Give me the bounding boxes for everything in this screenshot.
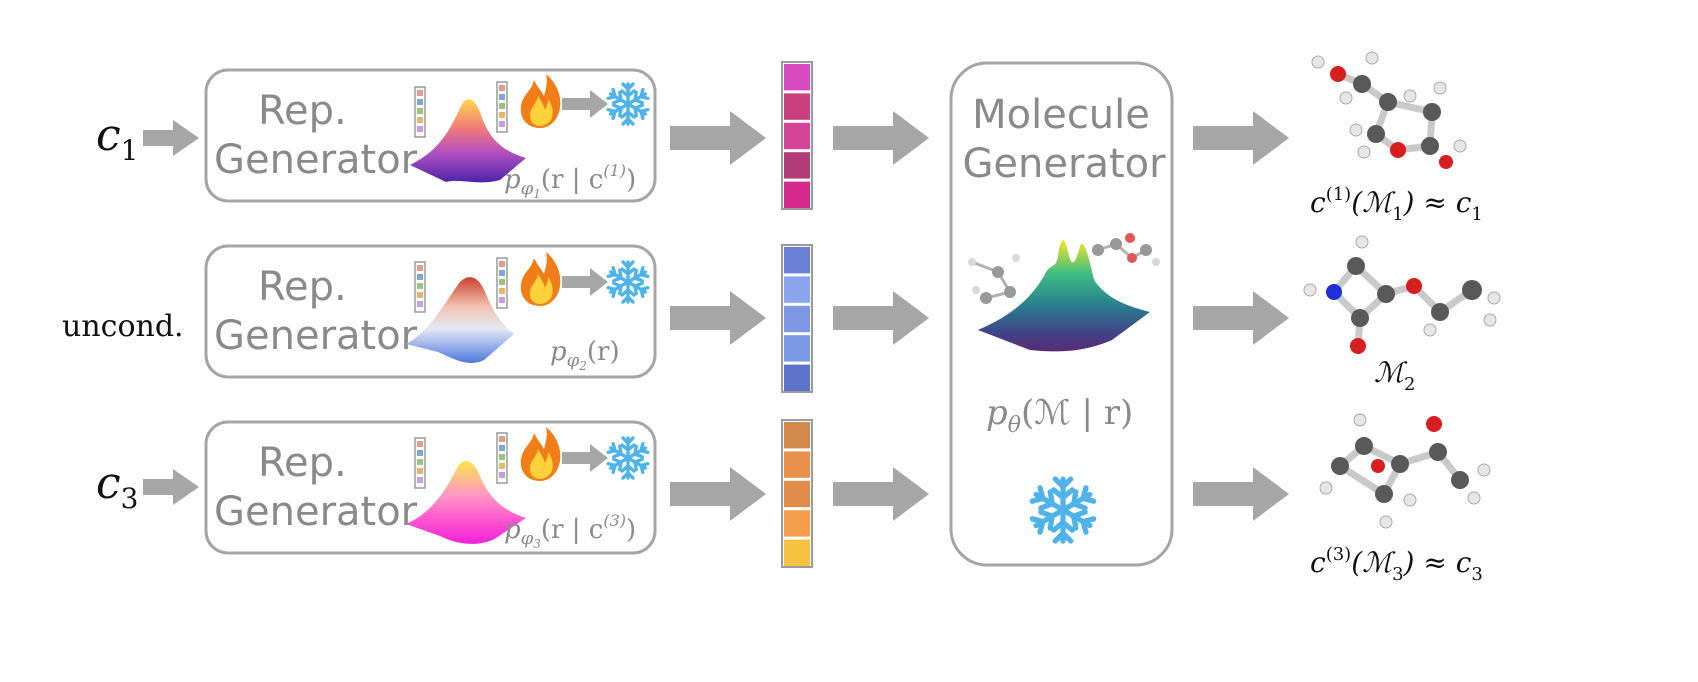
mini-vector-icon [496, 257, 508, 309]
arrow-to-molgen-2 [833, 291, 929, 345]
rep-generator-3: Rep. Generator pφ3(r | c(3)) [204, 420, 657, 555]
rep-generator-2-line1: Rep. [258, 264, 347, 310]
rep-generator-1-line1: Rep. [258, 88, 347, 134]
representation-cell [784, 335, 810, 362]
input-uncond: uncond. [62, 309, 184, 344]
density-surface-2 [406, 277, 514, 363]
rep-generator-3-line1: Rep. [258, 440, 347, 486]
arrow-to-rep-1 [670, 111, 766, 165]
arrow-to-rep-3 [670, 467, 766, 521]
representation-cell [784, 181, 810, 208]
arrow-right-icon [562, 90, 608, 118]
density-surface-1 [410, 99, 526, 183]
input-arrow-3 [143, 469, 199, 505]
arrow-to-molgen-3 [833, 467, 929, 521]
rep-density-2: pφ2(r) [550, 337, 620, 373]
representation-cell [784, 510, 810, 537]
arrow-to-output-2 [1193, 291, 1289, 345]
representation-cell [784, 276, 810, 303]
molecule-density-label: pθ(ℳ | r) [986, 393, 1133, 438]
output-3-label: c(3)(ℳ3) ≈ c3 [1310, 544, 1483, 585]
representation-cell [784, 539, 810, 566]
arrow-right-icon [562, 268, 608, 296]
representation-cell [784, 247, 810, 274]
molecule-3-image [1319, 413, 1491, 529]
representation-cell [784, 93, 810, 120]
ghost-molecule-right [1092, 233, 1160, 266]
arrow-to-rep-2 [670, 291, 766, 345]
mini-vector-icon [414, 437, 426, 489]
snowflake-icon [608, 84, 649, 124]
molecule-generator-line1: Molecule [972, 92, 1150, 138]
rep-generator-1: Rep. Generator pφ1(r | c(1)) [204, 68, 657, 203]
arrow-to-output-3 [1193, 467, 1289, 521]
representation-cell [784, 364, 810, 391]
mini-vector-icon [414, 261, 426, 313]
representation-cell [784, 305, 810, 333]
input-c1: c1 [96, 110, 138, 167]
snowflake-icon [608, 262, 649, 302]
molecule-1-image [1311, 51, 1467, 169]
input-arrow-1 [143, 120, 199, 156]
output-2-label: ℳ2 [1374, 356, 1415, 395]
representation-cell [784, 451, 810, 478]
molecule-generator-line2: Generator [962, 141, 1166, 187]
representation-vectors [781, 61, 813, 568]
arrow-to-molgen-1 [833, 111, 929, 165]
representation-cell [784, 122, 810, 150]
representation-cell [784, 480, 810, 508]
mini-vector-icon [414, 86, 426, 138]
molecule-generator: Molecule Generator [949, 61, 1174, 567]
rep-generator-2: Rep. Generator pφ2(r) [204, 244, 657, 379]
rep-density-1: pφ1(r | c(1)) [504, 161, 636, 201]
input-c3: c3 [96, 458, 138, 515]
molecule-density-surface [978, 240, 1150, 352]
output-1-label: c(1)(ℳ1) ≈ c1 [1310, 184, 1483, 225]
representation-cell [784, 422, 810, 449]
rep-generator-2-line2: Generator [214, 313, 418, 359]
mini-vector-icon [496, 81, 508, 133]
rep-generator-1-line2: Generator [214, 137, 418, 183]
arrow-to-output-1 [1193, 111, 1289, 165]
representation-cell [784, 64, 810, 91]
snowflake-icon [1032, 479, 1095, 541]
representation-cell [784, 152, 810, 179]
snowflake-icon [608, 438, 649, 478]
rep-density-3: pφ3(r | c(3)) [504, 511, 636, 551]
rep-generator-3-line2: Generator [214, 489, 418, 535]
arrow-right-icon [562, 444, 608, 472]
density-surface-3 [406, 461, 526, 544]
molecule-2-image [1303, 235, 1501, 354]
mini-vector-icon [496, 432, 508, 484]
ghost-molecule-left [968, 254, 1020, 304]
